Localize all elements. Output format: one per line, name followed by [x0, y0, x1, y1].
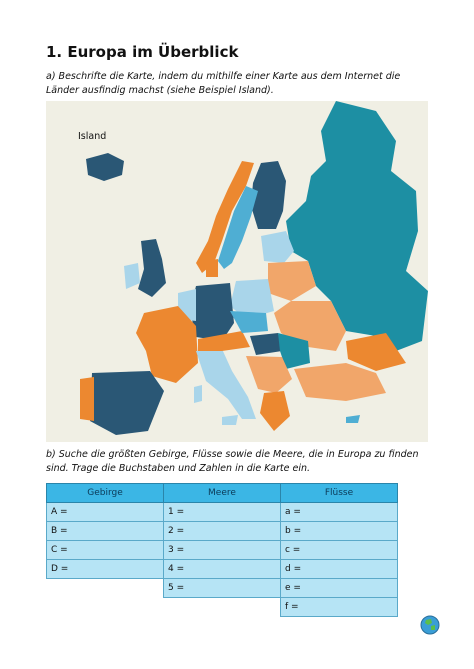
- empty-cell: [46, 578, 164, 598]
- answer-table: Gebirge Meere Flüsse A = 1 = a = B = 2 =…: [46, 483, 398, 617]
- region-hungary: [250, 333, 282, 355]
- region-germany: [190, 283, 234, 341]
- region-poland: [230, 279, 274, 319]
- region-denmark: [206, 259, 218, 277]
- instruction-b: b) Suche die größten Gebirge, Flüsse sow…: [46, 449, 419, 474]
- cell-fluesse-c[interactable]: c =: [280, 540, 398, 560]
- cell-gebirge-d[interactable]: D =: [46, 559, 164, 579]
- region-cyprus: [346, 415, 360, 423]
- region-central: [230, 311, 268, 333]
- cell-gebirge-b[interactable]: B =: [46, 521, 164, 541]
- cell-meere-3[interactable]: 3 =: [163, 540, 281, 560]
- cell-gebirge-a[interactable]: A =: [46, 502, 164, 522]
- cell-meere-2[interactable]: 2 =: [163, 521, 281, 541]
- instruction-a: a) Beschrifte die Karte, indem du mithil…: [46, 71, 401, 96]
- region-turkey: [294, 363, 386, 401]
- region-spain: [90, 371, 164, 435]
- europe-map-graphic: [80, 101, 428, 435]
- region-balkans: [246, 356, 292, 393]
- cell-gebirge-c[interactable]: C =: [46, 540, 164, 560]
- header-meere: Meere: [163, 483, 281, 503]
- header-fluesse: Flüsse: [280, 483, 398, 503]
- region-greece: [260, 391, 290, 431]
- cell-fluesse-a[interactable]: a =: [280, 502, 398, 522]
- region-uk: [138, 239, 166, 297]
- region-russia: [286, 101, 428, 351]
- region-romania: [278, 333, 310, 369]
- region-ireland: [124, 263, 140, 289]
- region-islands: [194, 385, 238, 425]
- header-gebirge: Gebirge: [46, 483, 164, 503]
- cell-fluesse-e[interactable]: e =: [280, 578, 398, 598]
- empty-cell: [46, 597, 164, 617]
- region-sweden: [218, 186, 258, 269]
- region-alps: [198, 331, 250, 351]
- region-portugal: [80, 377, 94, 421]
- cell-fluesse-f[interactable]: f =: [280, 597, 398, 617]
- region-france: [136, 306, 198, 383]
- cell-meere-4[interactable]: 4 =: [163, 559, 281, 579]
- region-norway: [196, 161, 254, 273]
- europe-map: [46, 101, 428, 442]
- map-label-island: Island: [78, 131, 107, 142]
- region-baltics: [261, 231, 294, 263]
- region-caucasus: [346, 333, 406, 371]
- region-finland: [251, 161, 286, 229]
- page-title: 1. Europa im Überblick: [46, 43, 239, 61]
- region-iceland: [86, 153, 124, 181]
- cell-meere-5[interactable]: 5 =: [163, 578, 281, 598]
- empty-cell: [163, 597, 281, 617]
- globe-icon: [420, 615, 440, 635]
- cell-meere-1[interactable]: 1 =: [163, 502, 281, 522]
- region-belarus: [268, 261, 316, 301]
- cell-fluesse-d[interactable]: d =: [280, 559, 398, 579]
- cell-fluesse-b[interactable]: b =: [280, 521, 398, 541]
- region-italy: [196, 349, 256, 419]
